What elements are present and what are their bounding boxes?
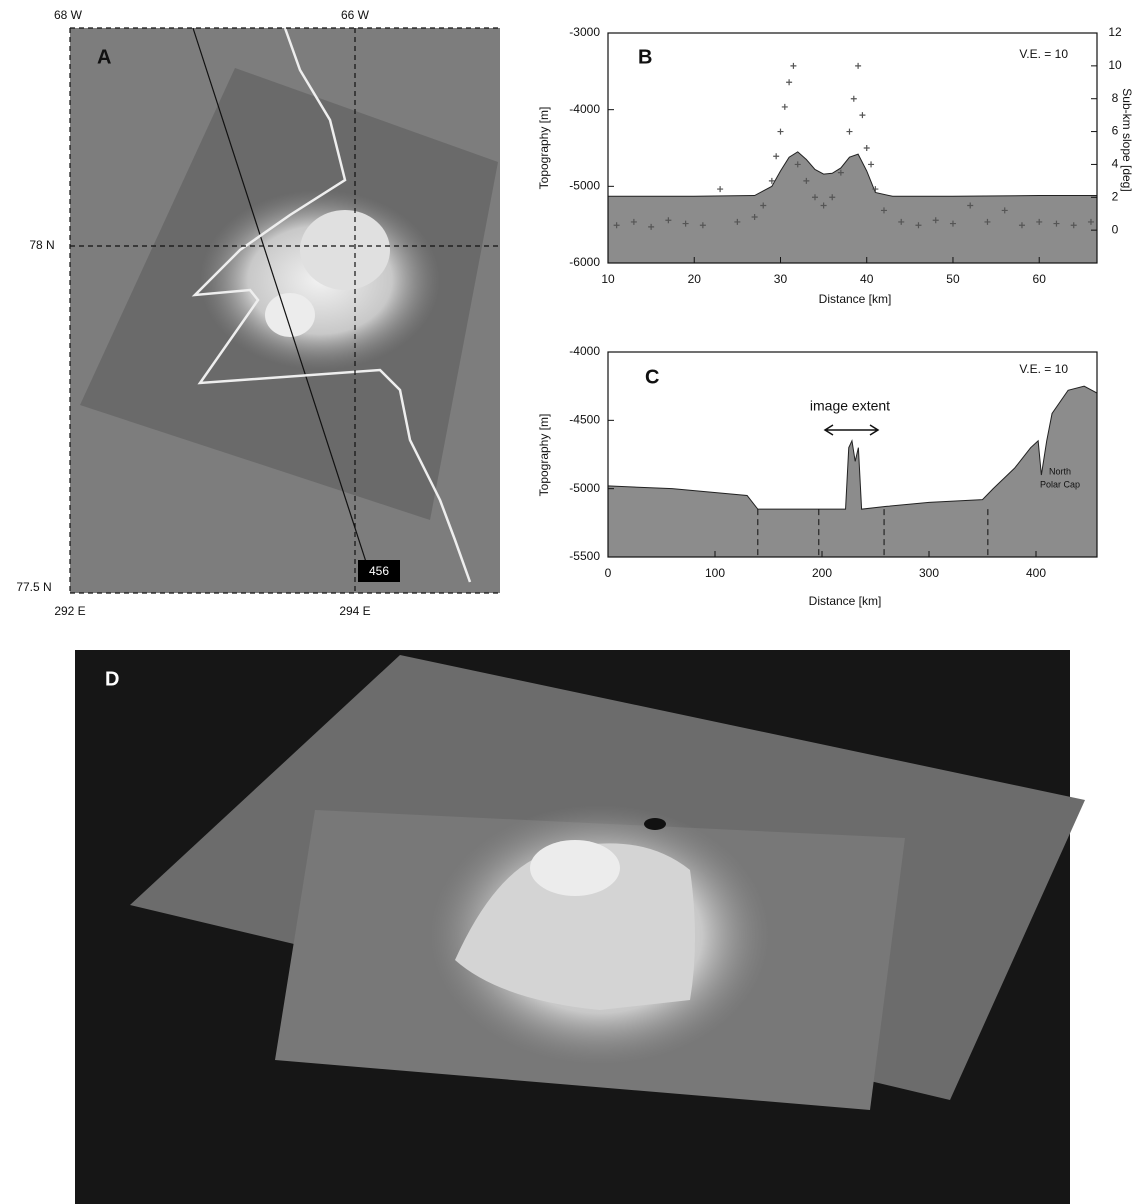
y-tick-label: -4000 bbox=[569, 102, 600, 116]
y-tick-label: -4500 bbox=[569, 413, 600, 427]
y-tick-label: -5000 bbox=[569, 481, 600, 495]
y2-tick-label: 8 bbox=[1112, 91, 1119, 105]
y-tick-label: -3000 bbox=[569, 25, 600, 39]
slope-point bbox=[868, 161, 874, 167]
y-tick-label: -5000 bbox=[569, 179, 600, 193]
slope-point bbox=[717, 186, 723, 192]
slope-point bbox=[851, 96, 857, 102]
panel-label: B bbox=[638, 46, 652, 68]
y-tick-label: -5500 bbox=[569, 549, 600, 563]
track-label: 456 bbox=[369, 564, 389, 578]
y-tick-label: -6000 bbox=[569, 255, 600, 269]
extent-label: image extent bbox=[810, 398, 890, 414]
annotation: V.E. = 10 bbox=[1019, 362, 1068, 376]
panel-a: 456 A 68 W 66 W 78 N 77.5 N 292 E 294 E bbox=[16, 8, 500, 618]
y2-tick-label: 6 bbox=[1112, 124, 1119, 138]
x-tick-label: 100 bbox=[705, 566, 725, 580]
lon-label: 68 W bbox=[54, 8, 83, 22]
y-tick-label: -4000 bbox=[569, 344, 600, 358]
y2-axis-title: Sub-km slope [deg] bbox=[1120, 88, 1134, 191]
y-axis-title: Topography [m] bbox=[537, 414, 551, 497]
lon-label: 294 E bbox=[339, 604, 370, 618]
slope-point bbox=[846, 129, 852, 135]
charts: 10 20 30 40 50 60 -6000 -5000 -4000 -3000 0 2 4 6 8 10 1… bbox=[537, 25, 1134, 608]
x-tick-label: 300 bbox=[919, 566, 939, 580]
dark-spot bbox=[644, 818, 666, 830]
lon-label: 292 E bbox=[54, 604, 85, 618]
x-axis-title: Distance [km] bbox=[809, 594, 882, 608]
slope-point bbox=[864, 145, 870, 151]
slope-point bbox=[786, 79, 792, 85]
crater bbox=[530, 840, 620, 896]
y2-tick-label: 10 bbox=[1108, 58, 1122, 72]
panel-label: A bbox=[97, 46, 111, 68]
slope-point bbox=[859, 112, 865, 118]
panel-label: D bbox=[105, 668, 119, 690]
crater bbox=[265, 293, 315, 337]
panel-d: D bbox=[75, 650, 1085, 1204]
cap-label: North bbox=[1049, 466, 1071, 476]
x-tick-label: 20 bbox=[688, 272, 702, 286]
extent-arrow bbox=[825, 425, 878, 435]
lat-label: 77.5 N bbox=[16, 580, 51, 594]
x-tick-label: 50 bbox=[946, 272, 960, 286]
x-tick-label: 200 bbox=[812, 566, 832, 580]
slope-point bbox=[773, 153, 779, 159]
annotation: V.E. = 10 bbox=[1019, 47, 1068, 61]
topography-area bbox=[608, 152, 1097, 263]
cap-label: Polar Cap bbox=[1040, 479, 1080, 489]
y2-tick-label: 12 bbox=[1108, 25, 1122, 39]
y2-tick-label: 0 bbox=[1112, 222, 1119, 236]
figure: 456 A 68 W 66 W 78 N 77.5 N 292 E 294 E … bbox=[0, 0, 1136, 1204]
slope-point bbox=[782, 104, 788, 110]
x-tick-label: 0 bbox=[605, 566, 612, 580]
x-tick-label: 60 bbox=[1033, 272, 1047, 286]
y2-tick-label: 4 bbox=[1112, 157, 1119, 171]
slope-point bbox=[777, 129, 783, 135]
page: 456 A 68 W 66 W 78 N 77.5 N 292 E 294 E … bbox=[0, 0, 1136, 1204]
slope-point bbox=[790, 63, 796, 69]
y2-tick-label: 2 bbox=[1112, 189, 1119, 203]
lon-label: 66 W bbox=[341, 8, 370, 22]
x-tick-label: 400 bbox=[1026, 566, 1046, 580]
panel-label: C bbox=[645, 366, 659, 388]
x-axis-title: Distance [km] bbox=[819, 292, 892, 306]
lat-label: 78 N bbox=[29, 238, 54, 252]
x-tick-label: 30 bbox=[774, 272, 788, 286]
slope-point bbox=[855, 63, 861, 69]
x-tick-label: 10 bbox=[601, 272, 615, 286]
bright-area bbox=[300, 210, 390, 290]
y-axis-title: Topography [m] bbox=[537, 107, 551, 190]
x-tick-label: 40 bbox=[860, 272, 874, 286]
